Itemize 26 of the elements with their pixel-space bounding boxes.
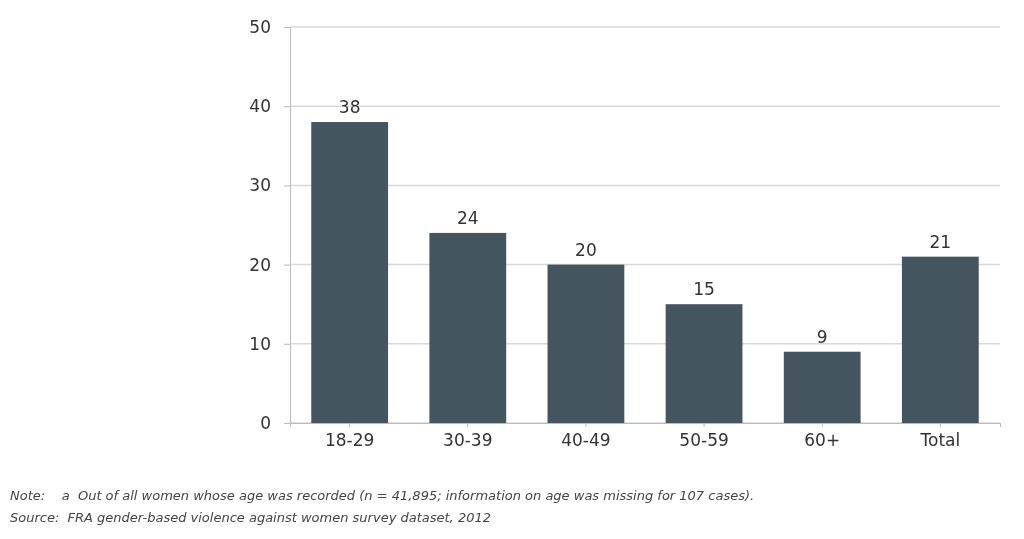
y-tick-label: 50	[249, 16, 271, 37]
x-tick-label: 18-29	[324, 430, 375, 450]
data-label: 15	[693, 279, 715, 300]
x-tick-label: 60+	[804, 430, 841, 450]
x-tick-label: 30-39	[443, 430, 493, 450]
source-note: Source: FRA gender-based violence against women survey dataset, 2012	[10, 510, 491, 525]
bar	[547, 264, 625, 423]
y-tick-label: 0	[260, 412, 271, 433]
y-tick-label: 10	[249, 333, 271, 354]
data-label: 9	[816, 326, 828, 347]
y-tick-label: 30	[249, 175, 271, 196]
y-tick-label: 20	[249, 254, 271, 275]
x-tick-label: Total	[919, 430, 961, 450]
data-label: 20	[575, 239, 597, 260]
bar	[429, 232, 507, 423]
data-label: 38	[338, 97, 361, 118]
bar	[783, 351, 861, 423]
data-label: 24	[456, 207, 479, 228]
x-tick-label: 50-59	[679, 430, 729, 450]
x-tick-label: 40-49	[561, 430, 611, 450]
data-label: 21	[929, 231, 952, 252]
text: Note: a Out of all women whose age was recorded (n = 41,895; information on age was missing for 107 cases).	[10, 488, 755, 503]
y-tick-label: 40	[249, 96, 271, 117]
bar	[665, 304, 743, 423]
bar	[901, 256, 979, 423]
bar	[311, 122, 389, 423]
